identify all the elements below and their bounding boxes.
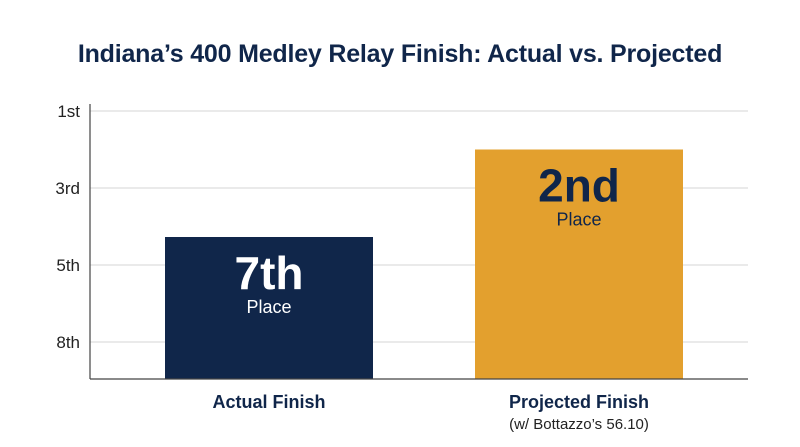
bar-value-sublabel: Place <box>246 297 291 317</box>
bar-value-sublabel: Place <box>556 210 601 230</box>
x-category-label: Actual Finish <box>212 392 325 412</box>
axes <box>89 104 748 380</box>
chart-title: Indiana’s 400 Medley Relay Finish: Actua… <box>77 40 723 68</box>
bar-projected <box>475 149 683 379</box>
bar-value-label: 2nd <box>538 160 620 212</box>
y-tick-label: 1st <box>57 102 80 121</box>
y-tick-label: 5th <box>56 256 80 275</box>
x-category-label: Projected Finish <box>509 392 649 412</box>
bars <box>165 149 683 379</box>
y-tick-label: 3rd <box>55 179 80 198</box>
bar-value-label: 7th <box>235 247 304 299</box>
bar-actual <box>165 237 373 379</box>
y-tick-label: 8th <box>56 333 80 352</box>
x-category-sublabel: (w/ Bottazzo’s 56.10) <box>509 416 649 433</box>
